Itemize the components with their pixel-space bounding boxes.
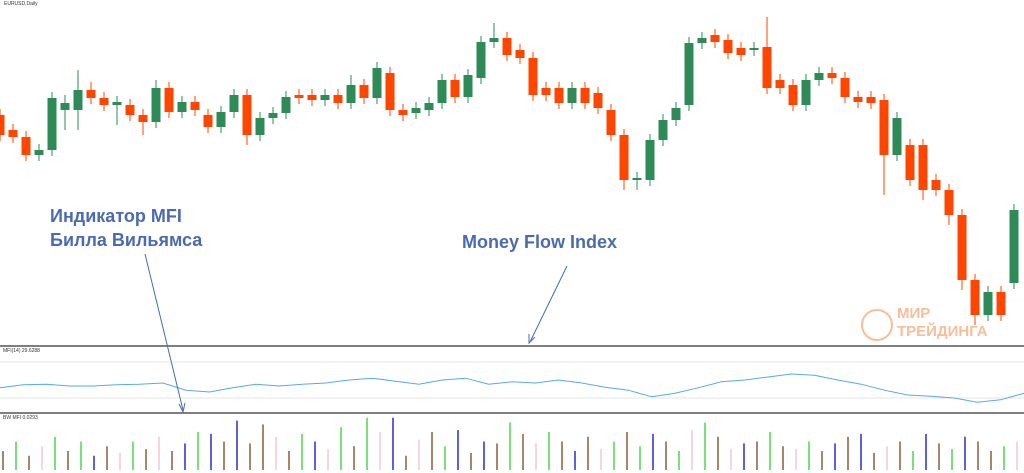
candle-body bbox=[684, 43, 694, 105]
candle-body bbox=[931, 180, 941, 190]
annotation: Money Flow Index bbox=[462, 232, 617, 252]
chart-title: EURUSD,Daily bbox=[4, 1, 38, 7]
logo: МИР ТРЕЙДИНГА bbox=[861, 305, 988, 341]
candle-body bbox=[970, 280, 980, 315]
candle-body bbox=[983, 292, 993, 315]
candle-body bbox=[372, 68, 382, 98]
annotation: Билла Вильямса bbox=[50, 230, 203, 250]
candle-body bbox=[307, 95, 317, 100]
candle-body bbox=[801, 80, 811, 105]
candle-body bbox=[385, 73, 395, 110]
candle-body bbox=[567, 88, 577, 103]
logo-icon bbox=[861, 309, 893, 341]
candle-body bbox=[34, 150, 44, 155]
candle-body bbox=[528, 58, 538, 95]
candle-body bbox=[203, 115, 213, 127]
candle-body bbox=[60, 103, 70, 110]
candle-body bbox=[346, 85, 356, 103]
candle-body bbox=[957, 215, 967, 280]
candle-body bbox=[216, 112, 226, 127]
candle-body bbox=[151, 88, 161, 122]
candle-body bbox=[281, 97, 291, 113]
candle-body bbox=[86, 90, 96, 98]
candle-body bbox=[840, 78, 850, 97]
candle-body bbox=[1009, 210, 1019, 283]
candle-body bbox=[190, 102, 200, 110]
candle-body bbox=[73, 90, 83, 110]
candle-body bbox=[918, 145, 928, 190]
candle-body bbox=[125, 105, 135, 115]
candle-body bbox=[697, 38, 707, 43]
candle-body bbox=[47, 98, 57, 150]
candle-body bbox=[580, 88, 590, 103]
candle-body bbox=[606, 110, 616, 135]
arrow bbox=[529, 265, 568, 343]
candle-body bbox=[424, 103, 434, 110]
mfi-line bbox=[0, 373, 1024, 403]
candle-body bbox=[255, 118, 265, 135]
candle-body bbox=[177, 102, 187, 112]
candle-body bbox=[788, 85, 798, 105]
candle-body bbox=[8, 130, 18, 137]
candle-body bbox=[762, 47, 772, 88]
candle-body bbox=[359, 85, 369, 98]
candle-body bbox=[944, 190, 954, 215]
candle-body bbox=[658, 120, 668, 140]
candle-body bbox=[320, 95, 330, 100]
annotation: Индикатор MFI bbox=[50, 206, 182, 226]
logo-text: ТРЕЙДИНГА bbox=[897, 322, 988, 340]
candle-body bbox=[229, 95, 239, 112]
candle-body bbox=[489, 38, 499, 42]
candle-body bbox=[164, 88, 174, 112]
candle-body bbox=[333, 95, 343, 103]
arrow-head bbox=[528, 334, 536, 345]
candle-body bbox=[0, 115, 5, 135]
candle-body bbox=[645, 140, 655, 180]
candle-body bbox=[476, 42, 486, 78]
candle-body bbox=[866, 97, 876, 103]
candle-body bbox=[632, 178, 642, 180]
arrow bbox=[144, 253, 184, 411]
candle-body bbox=[21, 137, 31, 155]
marks bbox=[0, 17, 1024, 470]
candle-body bbox=[671, 108, 681, 120]
candle-body bbox=[749, 48, 759, 50]
candle-body bbox=[541, 88, 551, 95]
candle-body bbox=[892, 118, 902, 155]
candle-body bbox=[736, 48, 746, 55]
candle-body bbox=[814, 73, 824, 80]
indicator-title: BW MFI 0.0293 bbox=[3, 415, 38, 421]
candle-body bbox=[905, 145, 915, 180]
candle-body bbox=[853, 97, 863, 102]
candle-body bbox=[268, 113, 278, 118]
candle-body bbox=[723, 40, 733, 53]
candle-body bbox=[99, 98, 109, 105]
candle-body bbox=[879, 100, 889, 155]
arrow-head bbox=[178, 402, 186, 414]
candle-body bbox=[827, 73, 837, 78]
candle-body bbox=[710, 35, 720, 42]
candle-body bbox=[398, 110, 408, 115]
candle-body bbox=[502, 38, 512, 55]
logo-text: МИР bbox=[897, 305, 930, 322]
candle-body bbox=[138, 115, 148, 122]
candle-body bbox=[450, 80, 460, 97]
candle-body bbox=[437, 80, 447, 103]
candle-body bbox=[775, 80, 785, 88]
candle-body bbox=[515, 50, 525, 58]
candle-body bbox=[554, 88, 564, 103]
candle-body bbox=[112, 102, 122, 105]
candle-body bbox=[619, 135, 629, 180]
candle-body bbox=[593, 93, 603, 108]
candle-body bbox=[996, 292, 1006, 315]
candle-body bbox=[463, 75, 473, 97]
candle-body bbox=[242, 95, 252, 135]
indicator-title: MFI(14) 29.6288 bbox=[3, 348, 40, 354]
candle-body bbox=[294, 95, 304, 98]
candle-body bbox=[411, 108, 421, 113]
